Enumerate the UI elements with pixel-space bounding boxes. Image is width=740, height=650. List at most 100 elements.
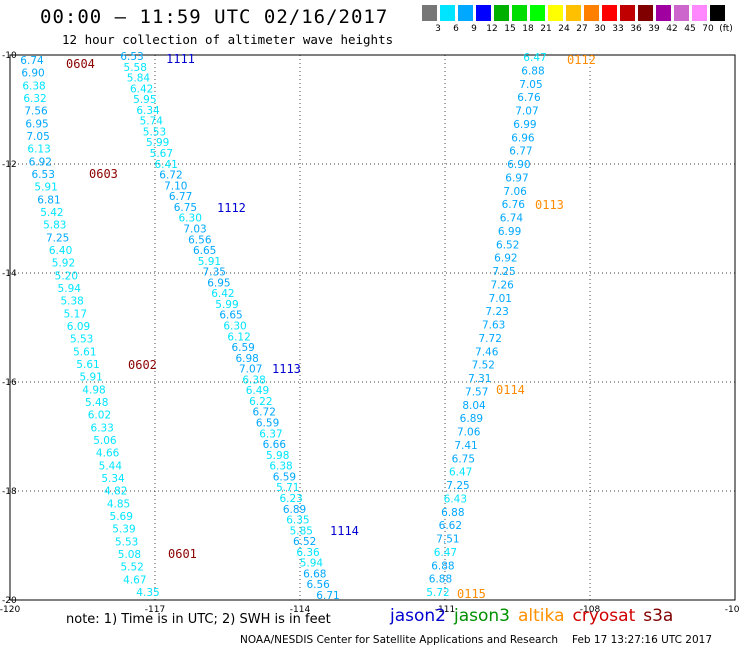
wave-height-value: 6.97 [505, 172, 528, 184]
wave-height-value: 5.94 [58, 283, 82, 295]
wave-height-value: 5.17 [64, 308, 87, 320]
wave-height-value: 6.59 [231, 342, 254, 354]
wave-height-value: 7.26 [490, 279, 514, 291]
color-scale-swatch [566, 5, 582, 21]
wave-height-value: 6.99 [513, 119, 536, 131]
wave-height-value: 6.33 [90, 422, 113, 434]
wave-height-value: 6.71 [316, 590, 339, 602]
x-tick-label: -111 [435, 605, 455, 615]
color-scale-swatch [458, 5, 474, 21]
wave-height-value: 7.01 [489, 293, 512, 305]
wave-height-value: 5.72 [426, 587, 449, 599]
x-tick-label: -117 [145, 605, 165, 615]
wave-height-value: 6.68 [303, 568, 326, 580]
color-scale-swatch [422, 5, 438, 21]
wave-height-value: 6.13 [27, 144, 50, 156]
wave-height-value: 6.30 [179, 213, 202, 225]
wave-height-value: 5.38 [60, 296, 83, 308]
wave-height-value: 6.62 [439, 520, 462, 532]
wave-height-value: 6.74 [20, 55, 44, 67]
pass-time-label: 0113 [535, 198, 564, 212]
wave-height-value: 6.59 [256, 418, 279, 430]
credit-line: NOAA/NESDIS Center for Satellite Applica… [240, 634, 712, 646]
wave-height-value: 5.84 [127, 73, 151, 85]
grid-lines [9, 54, 736, 601]
color-scale-label: 36 [630, 24, 642, 34]
wave-height-value: 5.48 [85, 397, 108, 409]
legend-item-jason2: jason2 [390, 606, 446, 626]
wave-height-value: 6.77 [169, 191, 192, 203]
wave-height-value: 5.91 [79, 372, 102, 384]
wave-height-value: 5.91 [198, 256, 221, 268]
color-scale-swatch [548, 5, 564, 21]
wave-height-value: 6.72 [253, 407, 276, 419]
wave-height-value: 5.69 [110, 511, 133, 523]
wave-height-value: 6.88 [429, 574, 452, 586]
pass-time-label: 0601 [168, 547, 197, 561]
wave-height-value: 7.63 [482, 320, 505, 332]
wave-height-value: 5.92 [52, 258, 75, 270]
wave-height-value: 6.30 [223, 321, 246, 333]
wave-height-value: 6.22 [249, 396, 272, 408]
color-scale-label: 18 [522, 24, 534, 34]
pass-time-label: 0603 [89, 167, 118, 181]
wave-height-value: 7.05 [26, 131, 49, 143]
wave-height-value: 6.53 [32, 169, 55, 181]
color-scale-swatch [440, 5, 456, 21]
wave-height-value: 6.38 [22, 80, 45, 92]
wave-height-value: 6.95 [25, 118, 48, 130]
wave-height-value: 6.42 [211, 288, 234, 300]
wave-height-value: 7.72 [479, 333, 502, 345]
wave-height-value: 6.34 [136, 105, 160, 117]
wave-height-value: 6.76 [517, 92, 541, 104]
wave-height-value: 6.90 [21, 68, 44, 80]
wave-height-value: 5.83 [43, 220, 66, 232]
color-scale-label: 6 [453, 24, 459, 34]
wave-height-value: 6.96 [511, 132, 535, 144]
wave-height-value: 6.40 [49, 245, 72, 257]
wave-height-value: 6.43 [444, 493, 467, 505]
wave-height-value: 7.46 [475, 346, 499, 358]
wave-height-value: 6.35 [286, 515, 309, 527]
wave-height-value: 6.81 [37, 194, 60, 206]
color-scale-label: 21 [540, 24, 552, 34]
color-scale-label: 30 [594, 24, 606, 34]
wave-height-value: 7.07 [239, 364, 262, 376]
wave-height-value: 5.94 [300, 558, 324, 570]
color-scale-label: 27 [576, 24, 588, 34]
wave-height-value: 5.53 [115, 536, 138, 548]
wave-height-value: 6.89 [283, 504, 306, 516]
wave-height-value: 6.98 [235, 353, 258, 365]
wave-height-value: 5.98 [266, 450, 289, 462]
chart-subtitle: 12 hour collection of altimeter wave hei… [62, 32, 394, 47]
chart-title: 00:00 – 11:59 UTC 02/16/2017 [40, 6, 389, 28]
wave-height-value: 6.74 [500, 213, 524, 225]
wave-height-value: 6.75 [452, 453, 475, 465]
wave-height-value: 6.65 [219, 310, 242, 322]
wave-height-value: 5.85 [290, 525, 313, 537]
color-scale-label: 24 [558, 24, 570, 34]
wave-height-value: 5.74 [140, 116, 164, 128]
wave-height-value: 4.66 [96, 448, 120, 460]
wave-height-value: 6.47 [523, 52, 546, 64]
wave-height-value: 4.98 [82, 384, 105, 396]
y-tick-label: -20 [2, 596, 17, 606]
wave-height-value: 5.42 [40, 207, 63, 219]
wave-height-value: 7.06 [503, 186, 527, 198]
wave-height-value: 4.85 [107, 498, 130, 510]
wave-height-value: 6.52 [293, 536, 316, 548]
wave-height-value: 6.12 [227, 331, 250, 343]
wave-height-value: 5.99 [215, 299, 238, 311]
pass-time-label: 1112 [217, 201, 246, 215]
wave-height-value: 5.95 [133, 94, 156, 106]
wave-height-value: 6.52 [496, 239, 519, 251]
legend-item-s3a: s3a [643, 606, 674, 626]
wave-height-value: 6.59 [273, 471, 296, 483]
wave-height-value: 6.88 [521, 65, 544, 77]
wave-height-value: 7.23 [485, 306, 508, 318]
color-scale-label: 15 [504, 24, 516, 34]
color-scale-swatch [710, 5, 726, 21]
color-scale-swatch [674, 5, 690, 21]
pass-time-label: 1114 [330, 524, 359, 538]
